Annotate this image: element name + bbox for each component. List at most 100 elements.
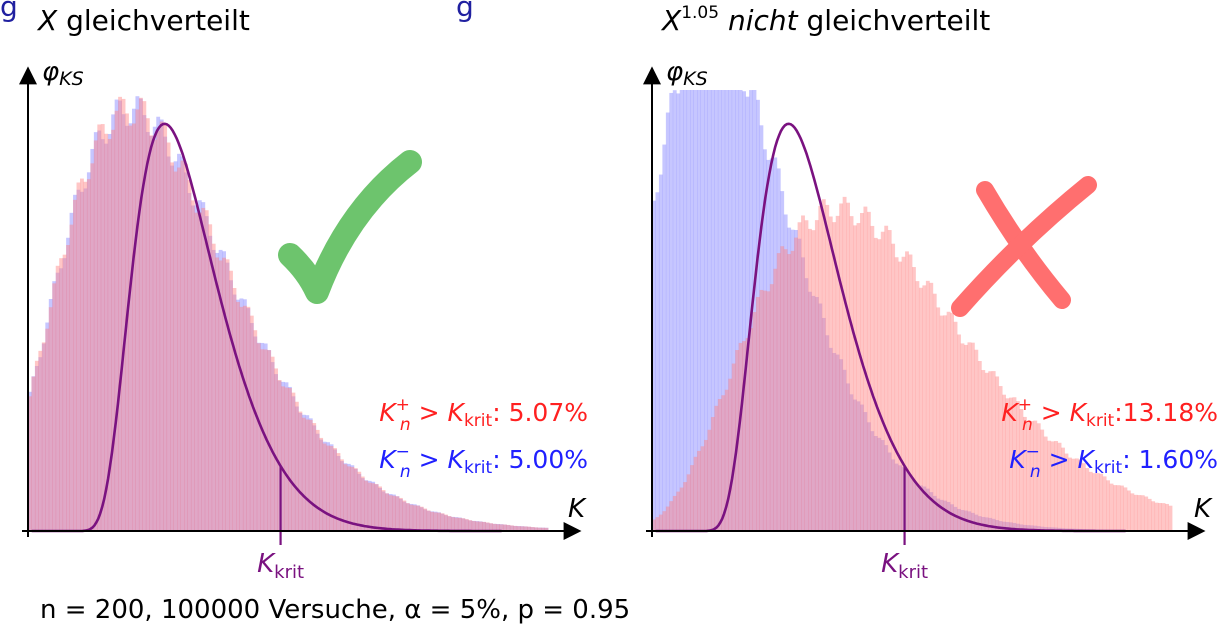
histogram-bar [835,215,840,532]
histogram-bar [669,501,674,531]
histogram-bar [114,110,119,531]
chart-left-stat-plus: K+ n > Kkrit: 5.07% [379,395,588,435]
histogram-bar [724,90,729,531]
histogram-bar [225,262,230,531]
histogram-bar [652,200,656,532]
chart-left-title: X gleichverteilt [36,4,250,37]
chart-right: X1.05 nicht gleichverteilt φKS K Kkrit K… [643,3,1218,583]
histogram-bar [457,517,462,531]
histogram-bar [683,482,688,531]
histogram-bar [423,509,428,531]
histogram-bar [156,116,161,531]
histogram-bar [918,485,923,531]
chart-left-ylabel: φKS [42,57,84,90]
histogram-bar [1092,473,1097,531]
chart-right-stat-plus-colon: : [1114,398,1122,427]
histogram-bar [215,257,220,531]
histogram-bar [756,297,760,531]
histogram-bar [215,252,220,531]
histogram-bar [873,436,878,531]
histogram-bar [1144,496,1149,531]
histogram-bar [482,521,486,531]
histogram-bar [239,306,244,531]
histogram-bar [1151,501,1156,531]
histogram-bar [350,465,355,531]
histogram-bar [832,222,837,532]
histogram-bar [995,376,1000,531]
histogram-bar [541,527,545,531]
histogram-bar [100,139,105,531]
chart-left-kcrit-sub: krit [274,562,304,583]
histogram-bar [835,354,840,531]
histogram-bar [395,496,400,531]
chart-left-stat-minus-rhs: K [448,445,467,474]
chart-right-ylabel: φKS [666,57,708,90]
histogram-bar [364,480,369,531]
histogram-bar [34,360,39,531]
histogram-bar [478,521,483,531]
histogram-bar [1033,420,1038,531]
histogram-bar [159,119,164,531]
histogram-bar [274,368,278,531]
histogram-bar [340,459,344,531]
histogram-bar [201,207,206,531]
chart-left-stat-minus-rhs-sub: krit [464,458,493,478]
histogram-bar [506,525,511,531]
histogram-bar [173,171,178,531]
histogram-bar [676,93,681,531]
histogram-bar [499,524,504,531]
chart-left-stat-minus-var: K [379,445,398,474]
histogram-bar [690,90,694,531]
histogram-bar [957,334,961,531]
histogram-bar [960,343,965,531]
chart-right-stat-minus-rhs: K [1078,445,1097,474]
footer-parameters: n = 200, 100000 Versuche, α = 5%, p = 0.… [40,595,630,625]
histogram-bar [350,466,355,531]
histogram-bar [41,343,46,531]
histogram-bar [485,522,490,531]
chart-right-stat-minus-sup: − [1026,442,1040,462]
histogram-bar [353,468,358,531]
histogram-bar [866,211,871,531]
histogram-bar [444,514,448,531]
histogram-bar [69,212,74,531]
histogram-bar [527,526,532,531]
histogram-bar [163,125,168,532]
histogram-bar [1029,525,1034,531]
histogram-bar [294,401,299,531]
histogram-bar [984,372,989,531]
histogram-bar [62,254,67,532]
histogram-bar [80,191,84,531]
histogram-bar [877,437,882,531]
histogram-bar [887,230,892,531]
histogram-bar [679,487,684,531]
histogram-bar [804,278,809,531]
chart-right-stat-minus-var: K [1009,445,1028,474]
histogram-bar [541,527,545,531]
histogram-bar [152,126,157,532]
chart-left-ylabel-phi: φ [42,57,59,87]
histogram-bar [516,526,521,531]
histogram-bar [73,199,77,532]
histogram-bar [326,442,330,531]
histogram-bar [90,163,95,531]
histogram-bar [93,140,98,531]
histogram-bar [132,123,136,531]
histogram-bar [1116,485,1121,531]
histogram-bar [776,168,781,531]
histogram-bar [984,517,989,531]
histogram-bar [364,480,369,531]
histogram-bar [236,301,240,531]
histogram-bar [239,298,244,531]
histogram-bar [45,328,50,531]
histogram-bar [652,519,656,531]
histogram-bar [790,250,795,531]
histogram-bar [107,138,112,531]
histogram-bar [717,90,722,531]
histogram-bar [977,361,982,531]
histogram-bar [797,222,802,531]
histogram-bar [256,343,261,531]
histogram-bar [111,129,116,531]
histogram-bar [267,350,272,531]
